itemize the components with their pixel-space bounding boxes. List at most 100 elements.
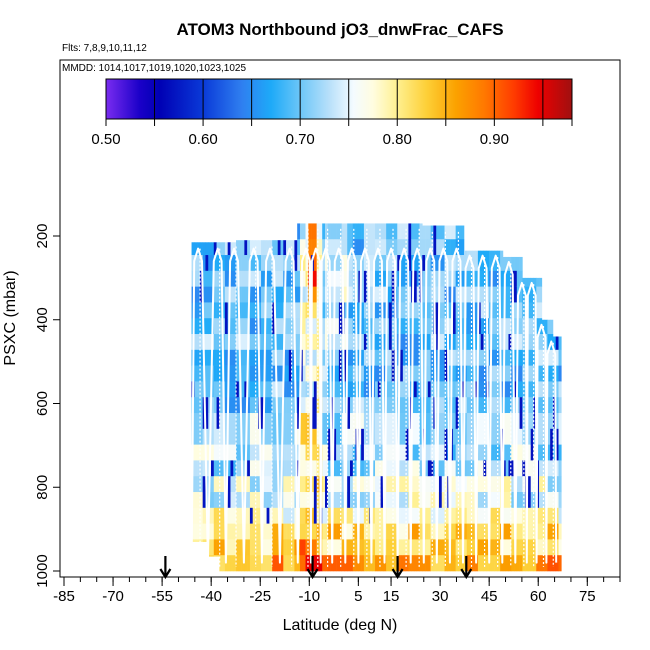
heatmap-cell — [444, 428, 448, 445]
heatmap-cell — [527, 460, 532, 477]
heatmap-cell — [505, 286, 509, 303]
heatmap-cell — [438, 318, 443, 335]
heatmap-cell — [400, 381, 404, 398]
heatmap-cell — [313, 286, 317, 303]
heatmap-cell — [199, 539, 203, 542]
heatmap-cell — [527, 476, 532, 493]
heatmap-cell — [413, 397, 418, 414]
heatmap-cell — [411, 223, 415, 240]
heatmap-cell — [466, 444, 470, 461]
heatmap-cell — [491, 460, 495, 477]
heatmap-cell — [433, 539, 437, 556]
heatmap-cell — [508, 413, 512, 430]
heatmap-cell — [224, 318, 228, 335]
heatmap-cell — [258, 302, 262, 319]
heatmap-cell — [491, 523, 495, 540]
heatmap-cell — [211, 255, 215, 272]
heatmap-cell — [202, 539, 206, 542]
heatmap-cell — [427, 365, 431, 382]
heatmap-cell — [475, 255, 479, 272]
heatmap-cell — [519, 286, 523, 303]
heatmap-cell — [350, 255, 354, 272]
heatmap-cell — [269, 492, 273, 509]
heatmap-cell — [241, 555, 245, 572]
heatmap-cell — [550, 539, 554, 556]
heatmap-cell — [361, 492, 365, 509]
heatmap-cell — [272, 413, 276, 430]
heatmap-cell — [308, 239, 312, 256]
heatmap-cell — [425, 539, 429, 556]
heatmap-cell — [372, 539, 376, 556]
heatmap-cell — [322, 239, 326, 256]
heatmap-cell — [266, 255, 270, 272]
heatmap-cell — [322, 492, 326, 509]
heatmap-cell — [413, 413, 418, 430]
heatmap-cell — [205, 428, 209, 445]
heatmap-cell — [394, 507, 398, 524]
heatmap-cell — [413, 523, 418, 540]
heatmap-cell — [199, 476, 203, 493]
heatmap-cell — [208, 539, 212, 556]
heatmap-cell — [247, 507, 251, 524]
heatmap-cell — [539, 381, 543, 398]
heatmap-cell — [514, 365, 518, 382]
heatmap-cell — [508, 428, 512, 445]
heatmap-cell — [463, 507, 468, 524]
heatmap-cell — [361, 286, 365, 303]
heatmap-cell — [441, 555, 445, 572]
heatmap-cell — [375, 223, 379, 240]
heatmap-cell — [247, 365, 251, 382]
heatmap-cell — [480, 460, 484, 477]
heatmap-cell — [350, 239, 354, 256]
heatmap-cell — [366, 239, 370, 256]
heatmap-cell — [261, 286, 265, 303]
heatmap-cell — [427, 397, 431, 414]
heatmap-cell — [363, 397, 367, 414]
heatmap-cell — [344, 318, 348, 335]
heatmap-cell — [302, 428, 306, 445]
heatmap-cell — [336, 349, 340, 366]
heatmap-cell — [336, 286, 340, 303]
heatmap-cell — [552, 476, 557, 493]
heatmap-cell — [352, 523, 356, 540]
heatmap-cell — [475, 286, 479, 303]
heatmap-cell — [388, 239, 393, 256]
heatmap-cell — [511, 476, 515, 493]
heatmap-cell — [333, 413, 337, 430]
heatmap-cell — [236, 334, 240, 351]
heatmap-cell — [297, 349, 301, 366]
heatmap-cell — [347, 539, 351, 556]
heatmap-cell — [444, 492, 448, 509]
heatmap-cell — [269, 507, 273, 524]
heatmap-cell — [219, 460, 223, 477]
heatmap-cell — [441, 444, 445, 461]
heatmap-cell — [427, 444, 431, 461]
heatmap-cell — [441, 413, 445, 430]
heatmap-cell — [216, 555, 220, 557]
heatmap-cell — [469, 539, 473, 556]
heatmap-cell — [408, 555, 412, 572]
heatmap-cell — [244, 255, 248, 272]
heatmap-cell — [361, 523, 365, 540]
heatmap-cell — [283, 507, 287, 524]
heatmap-cell — [350, 555, 354, 572]
heatmap-cell — [436, 334, 440, 351]
heatmap-cell — [283, 539, 287, 556]
heatmap-cell — [227, 492, 231, 509]
heatmap-cell — [236, 444, 240, 461]
heatmap-cell — [369, 223, 373, 240]
heatmap-cell — [419, 476, 423, 493]
heatmap-cell — [324, 381, 329, 398]
heatmap-cell — [252, 334, 256, 351]
heatmap-cell — [555, 349, 559, 366]
heatmap-cell — [341, 476, 345, 493]
heatmap-cell — [233, 334, 237, 351]
heatmap-cell — [238, 539, 242, 556]
heatmap-cell — [219, 523, 223, 540]
heatmap-cell — [366, 523, 370, 540]
heatmap-cell — [269, 555, 273, 572]
heatmap-cell — [369, 302, 373, 319]
heatmap-cell — [416, 255, 420, 272]
heatmap-cell — [280, 365, 284, 382]
heatmap-cell — [211, 428, 215, 445]
